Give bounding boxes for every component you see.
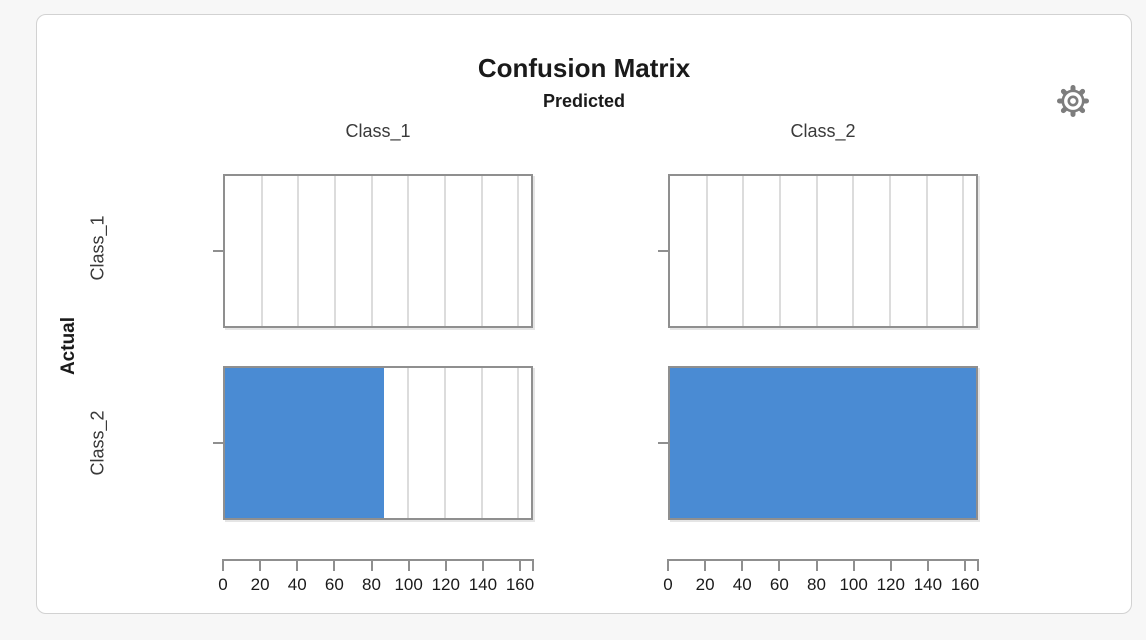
gear-icon — [1057, 85, 1089, 117]
gridline — [888, 176, 891, 326]
x-axis-tick — [370, 559, 373, 571]
x-tick-label: 40 — [287, 575, 307, 594]
x-tick-label: 40 — [732, 575, 752, 594]
gridline — [742, 176, 745, 326]
x-axis-tick — [222, 559, 224, 571]
x-tick-label: 160 — [505, 575, 535, 594]
predicted-axis-title: Predicted — [542, 91, 626, 111]
gridline — [517, 368, 520, 518]
x-axis-tick — [704, 559, 707, 571]
x-axis-tick — [296, 559, 299, 571]
gridline — [852, 176, 855, 326]
gridline — [443, 176, 446, 326]
gridline — [778, 176, 781, 326]
settings-button[interactable] — [1056, 84, 1090, 118]
x-axis-tick — [977, 559, 979, 571]
x-axis-tick — [926, 559, 929, 571]
x-axis-tick — [333, 559, 336, 571]
x-axis-tick — [778, 559, 781, 571]
confusion-count-bar — [225, 368, 385, 518]
gridline — [407, 368, 410, 518]
x-tick-label: 120 — [876, 575, 905, 594]
x-tick-label: 140 — [468, 575, 498, 594]
x-axis-tick — [532, 559, 534, 571]
x-tick-label: 140 — [913, 575, 943, 594]
x-tick-label: 100 — [839, 575, 868, 594]
x-axis-tick — [852, 559, 855, 571]
y-axis-tick — [658, 442, 668, 444]
panel-actual-class1-pred-class2 — [668, 174, 978, 328]
x-tick-label: 20 — [695, 575, 715, 594]
column-label-class1: Class_1 — [345, 121, 411, 141]
gridline — [705, 176, 708, 326]
row-label-class2: Class_2 — [87, 410, 108, 476]
x-tick-label: 0 — [663, 575, 673, 594]
row-label-class1: Class_1 — [87, 215, 108, 281]
chart-title: Confusion Matrix — [477, 53, 691, 83]
axis-line — [223, 559, 533, 561]
gridline — [480, 176, 483, 326]
gridline — [480, 368, 483, 518]
gridline — [370, 176, 373, 326]
x-axis-tick — [481, 559, 484, 571]
confusion-count-bar — [670, 368, 976, 518]
x-axis-tick — [964, 559, 966, 571]
x-tick-label: 160 — [950, 575, 980, 594]
x-axis-right: 0 20 40 60 80 100 120 140 160 — [663, 559, 980, 605]
x-tick-label: 80 — [807, 575, 826, 594]
y-axis-tick — [658, 250, 668, 252]
gridline — [517, 176, 520, 326]
x-axis-tick — [889, 559, 892, 571]
gridline — [297, 176, 300, 326]
x-axis-tick — [741, 559, 744, 571]
x-axis-tick — [444, 559, 447, 571]
gridline — [260, 176, 263, 326]
panel-actual-class2-pred-class2 — [668, 366, 978, 520]
column-label-class2: Class_2 — [790, 121, 856, 141]
panel-actual-class1-pred-class1 — [223, 174, 533, 328]
x-axis-tick — [407, 559, 410, 571]
x-tick-label: 0 — [218, 575, 228, 594]
gridline — [333, 176, 336, 326]
x-tick-label: 20 — [250, 575, 270, 594]
x-axis-tick — [519, 559, 521, 571]
y-axis-tick — [213, 442, 223, 444]
gridline — [962, 176, 965, 326]
x-axis-tick — [815, 559, 818, 571]
gridline — [925, 176, 928, 326]
gridline — [407, 176, 410, 326]
x-tick-label: 120 — [431, 575, 460, 594]
x-tick-label: 60 — [324, 575, 344, 594]
x-tick-label: 60 — [769, 575, 789, 594]
x-tick-label: 80 — [362, 575, 381, 594]
gridline — [815, 176, 818, 326]
axis-line — [668, 559, 978, 561]
actual-axis-title: Actual — [58, 316, 79, 376]
x-axis-left: 0 20 40 60 80 100 120 140 160 — [218, 559, 535, 605]
panel-actual-class2-pred-class1 — [223, 366, 533, 520]
x-axis-tick — [667, 559, 669, 571]
y-axis-tick — [213, 250, 223, 252]
x-axis-tick — [259, 559, 262, 571]
x-tick-label: 100 — [394, 575, 423, 594]
gridline — [443, 368, 446, 518]
chart-card: Confusion Matrix Predicted — [36, 14, 1132, 614]
